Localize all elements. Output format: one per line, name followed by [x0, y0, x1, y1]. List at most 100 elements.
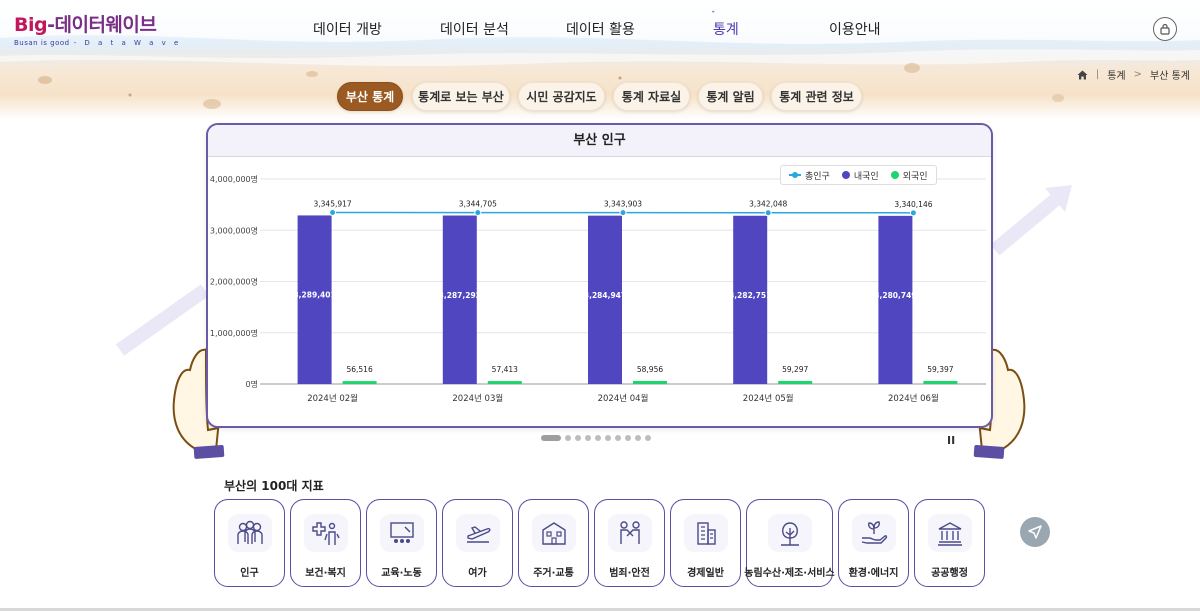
logo-tagline: Busan is good - D a t a W a v e	[14, 39, 182, 47]
pause-button[interactable]: II	[947, 434, 956, 447]
send-button[interactable]	[1020, 517, 1050, 547]
site-logo[interactable]: Big-데이터웨이브 Busan is good - D a t a W a v …	[14, 10, 181, 47]
login-button[interactable]	[1153, 17, 1177, 41]
tab-citizen-map[interactable]: 시민 공감지도	[518, 82, 605, 111]
breadcrumb-separator: >	[1133, 69, 1143, 80]
total-label: 3,345,917	[314, 200, 352, 209]
legend-item-total[interactable]: 총인구	[789, 169, 830, 182]
bar-label-foreign: 56,516	[346, 365, 372, 374]
sub-tabs: 부산 통계 통계로 보는 부산 시민 공감지도 통계 자료실 통계 알림 통계 …	[0, 82, 1200, 112]
indicator-housing-transport[interactable]: 주거·교통	[518, 499, 589, 587]
x-tick-label: 2024년 05월	[743, 393, 794, 404]
indicator-label: 경제일반	[687, 568, 724, 579]
x-tick-label: 2024년 03월	[452, 393, 503, 404]
legend-item-domestic[interactable]: 내국인	[841, 169, 879, 182]
indicator-environment-energy[interactable]: 환경·에너지	[838, 499, 909, 587]
tab-statistics-notice[interactable]: 통계 알림	[698, 82, 763, 111]
bar-foreign	[923, 380, 958, 384]
tab-busan-statistics[interactable]: 부산 통계	[337, 82, 403, 111]
y-tick-label: 0명	[246, 379, 258, 389]
legend-item-foreign[interactable]: 외국인	[890, 169, 928, 182]
indicator-economy[interactable]: 경제일반	[670, 499, 741, 587]
pager-dot[interactable]	[541, 435, 561, 441]
y-tick-label: 3,000,000명	[210, 225, 258, 235]
indicator-label: 환경·에너지	[848, 568, 899, 579]
pager-dot[interactable]	[635, 435, 641, 441]
chevron-down-icon: ˇ	[711, 11, 716, 21]
footer-divider	[0, 608, 1200, 611]
indicator-public-administration[interactable]: 공공행정	[914, 499, 985, 587]
airplane-icon	[455, 514, 500, 552]
logo-title: Big-데이터웨이브	[14, 14, 157, 36]
bar-label-foreign: 59,397	[927, 365, 953, 374]
people-icon	[227, 514, 272, 552]
bar-domestic	[733, 215, 768, 384]
chart-title: 부산 인구	[208, 125, 991, 157]
pager-dot[interactable]	[615, 435, 621, 441]
indicator-label: 범죄·안전	[609, 568, 650, 579]
total-label: 3,340,146	[894, 200, 932, 209]
pager-dot[interactable]	[625, 435, 631, 441]
indicator-health-welfare[interactable]: 보건·복지	[290, 499, 361, 587]
section-title: 부산의 100대 지표	[224, 479, 324, 493]
pager-dot[interactable]	[585, 435, 591, 441]
government-icon	[927, 514, 972, 552]
nav-item-guide[interactable]: 이용안내	[829, 22, 881, 38]
building-icon	[683, 514, 728, 552]
site-header: Big-데이터웨이브 Busan is good - D a t a W a v …	[0, 0, 1200, 56]
bar-label-domestic: 3,284,947	[584, 291, 626, 300]
total-point	[764, 209, 772, 217]
indicator-leisure[interactable]: 여가	[442, 499, 513, 587]
indicator-label: 주거·교통	[533, 568, 574, 579]
total-label: 3,342,048	[749, 200, 787, 209]
plant-hand-icon	[851, 514, 896, 552]
health-welfare-icon	[303, 514, 348, 552]
indicator-label: 여가	[468, 568, 487, 579]
nav-item-data-analysis[interactable]: 데이터 분석	[440, 22, 509, 38]
bar-foreign	[487, 381, 522, 384]
indicator-crime-safety[interactable]: 범죄·안전	[594, 499, 665, 587]
pager-dot[interactable]	[565, 435, 571, 441]
indicator-label: 인구	[240, 568, 259, 579]
bar-foreign	[633, 380, 667, 384]
indicator-label: 농림수산·제조·서비스	[744, 568, 835, 579]
nav-item-statistics[interactable]: ˇ 통계	[711, 11, 739, 38]
indicator-population[interactable]: 인구	[214, 499, 285, 587]
home-icon[interactable]	[1077, 70, 1088, 80]
breadcrumb: | 통계 > 부산 통계	[1077, 67, 1190, 82]
tab-statistics-archive[interactable]: 통계 자료실	[613, 82, 690, 111]
bar-label-domestic: 3,280,749	[874, 291, 916, 300]
total-point	[909, 209, 917, 217]
pager-dot[interactable]	[575, 435, 581, 441]
pager-dot[interactable]	[605, 435, 611, 441]
dot-icon	[890, 171, 899, 179]
housing-icon	[531, 514, 576, 552]
nav-item-data-open[interactable]: 데이터 개방	[313, 22, 382, 38]
tab-busan-by-statistics[interactable]: 통계로 보는 부산	[412, 82, 510, 111]
total-label: 3,344,705	[459, 200, 497, 209]
total-point	[619, 209, 627, 217]
send-icon	[1028, 525, 1042, 539]
bar-label-foreign: 57,413	[492, 365, 518, 374]
nav-item-data-usage[interactable]: 데이터 활용	[566, 22, 635, 38]
y-tick-label: 2,000,000명	[210, 277, 258, 287]
tab-statistics-info[interactable]: 통계 관련 정보	[771, 82, 862, 111]
bar-domestic	[588, 215, 622, 384]
indicator-education-labor[interactable]: 교육·노동	[366, 499, 437, 587]
indicator-agriculture-manufacturing[interactable]: 농림수산·제조·서비스	[744, 499, 835, 587]
bar-domestic	[878, 215, 913, 384]
breadcrumb-item[interactable]: 통계	[1107, 71, 1126, 82]
wave-decoration	[0, 0, 1200, 109]
lock-icon	[1160, 23, 1170, 35]
bar-label-domestic: 3,289,401	[293, 291, 335, 300]
bar-label-domestic: 3,282,751	[729, 291, 771, 300]
education-icon	[379, 514, 424, 552]
pager-dot[interactable]	[645, 435, 651, 441]
dot-icon	[841, 171, 850, 179]
breadcrumb-item-current[interactable]: 부산 통계	[1150, 71, 1190, 82]
bar-label-domestic: 3,287,292	[439, 291, 481, 300]
bar-domestic	[297, 215, 332, 384]
line-marker-icon	[789, 172, 801, 178]
total-point	[329, 209, 337, 217]
pager-dot[interactable]	[595, 435, 601, 441]
